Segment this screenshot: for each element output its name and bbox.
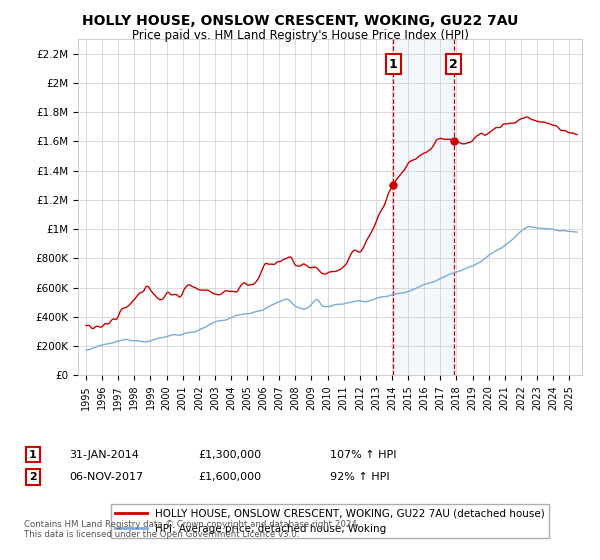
Text: £1,600,000: £1,600,000 [198, 472, 261, 482]
Text: £1,300,000: £1,300,000 [198, 450, 261, 460]
Text: 06-NOV-2017: 06-NOV-2017 [69, 472, 143, 482]
Bar [393, 39, 454, 375]
Text: 1: 1 [29, 450, 37, 460]
Text: 31-JAN-2014: 31-JAN-2014 [69, 450, 139, 460]
Text: HOLLY HOUSE, ONSLOW CRESCENT, WOKING, GU22 7AU: HOLLY HOUSE, ONSLOW CRESCENT, WOKING, GU… [82, 14, 518, 28]
Legend: HOLLY HOUSE, ONSLOW CRESCENT, WOKING, GU22 7AU (detached house), HPI: Average pr: HOLLY HOUSE, ONSLOW CRESCENT, WOKING, GU… [111, 505, 549, 538]
Text: 1: 1 [389, 58, 398, 71]
Text: Contains HM Land Registry data © Crown copyright and database right 2024.
This d: Contains HM Land Registry data © Crown c… [24, 520, 359, 539]
Text: 2: 2 [29, 472, 37, 482]
Text: 107% ↑ HPI: 107% ↑ HPI [330, 450, 397, 460]
Text: Price paid vs. HM Land Registry's House Price Index (HPI): Price paid vs. HM Land Registry's House … [131, 29, 469, 42]
Text: 92% ↑ HPI: 92% ↑ HPI [330, 472, 389, 482]
Text: 2: 2 [449, 58, 458, 71]
